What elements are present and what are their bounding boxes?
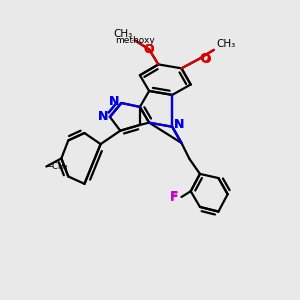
Text: N: N — [98, 110, 109, 123]
Text: O: O — [200, 52, 211, 66]
Text: N: N — [98, 110, 109, 123]
Text: O: O — [144, 43, 154, 56]
Text: ─CH₃: ─CH₃ — [47, 162, 68, 171]
Text: CH₃: CH₃ — [114, 29, 133, 40]
Text: methoxy: methoxy — [116, 36, 155, 45]
Text: methoxy: methoxy — [132, 40, 138, 41]
Text: CH₃: CH₃ — [216, 39, 236, 49]
Text: N: N — [173, 118, 184, 131]
Text: O: O — [144, 43, 154, 56]
Text: N: N — [173, 118, 184, 131]
Text: F: F — [169, 190, 178, 203]
Text: N: N — [109, 95, 120, 108]
Text: F: F — [170, 190, 179, 203]
Text: N: N — [109, 95, 120, 108]
Text: O: O — [200, 52, 210, 65]
